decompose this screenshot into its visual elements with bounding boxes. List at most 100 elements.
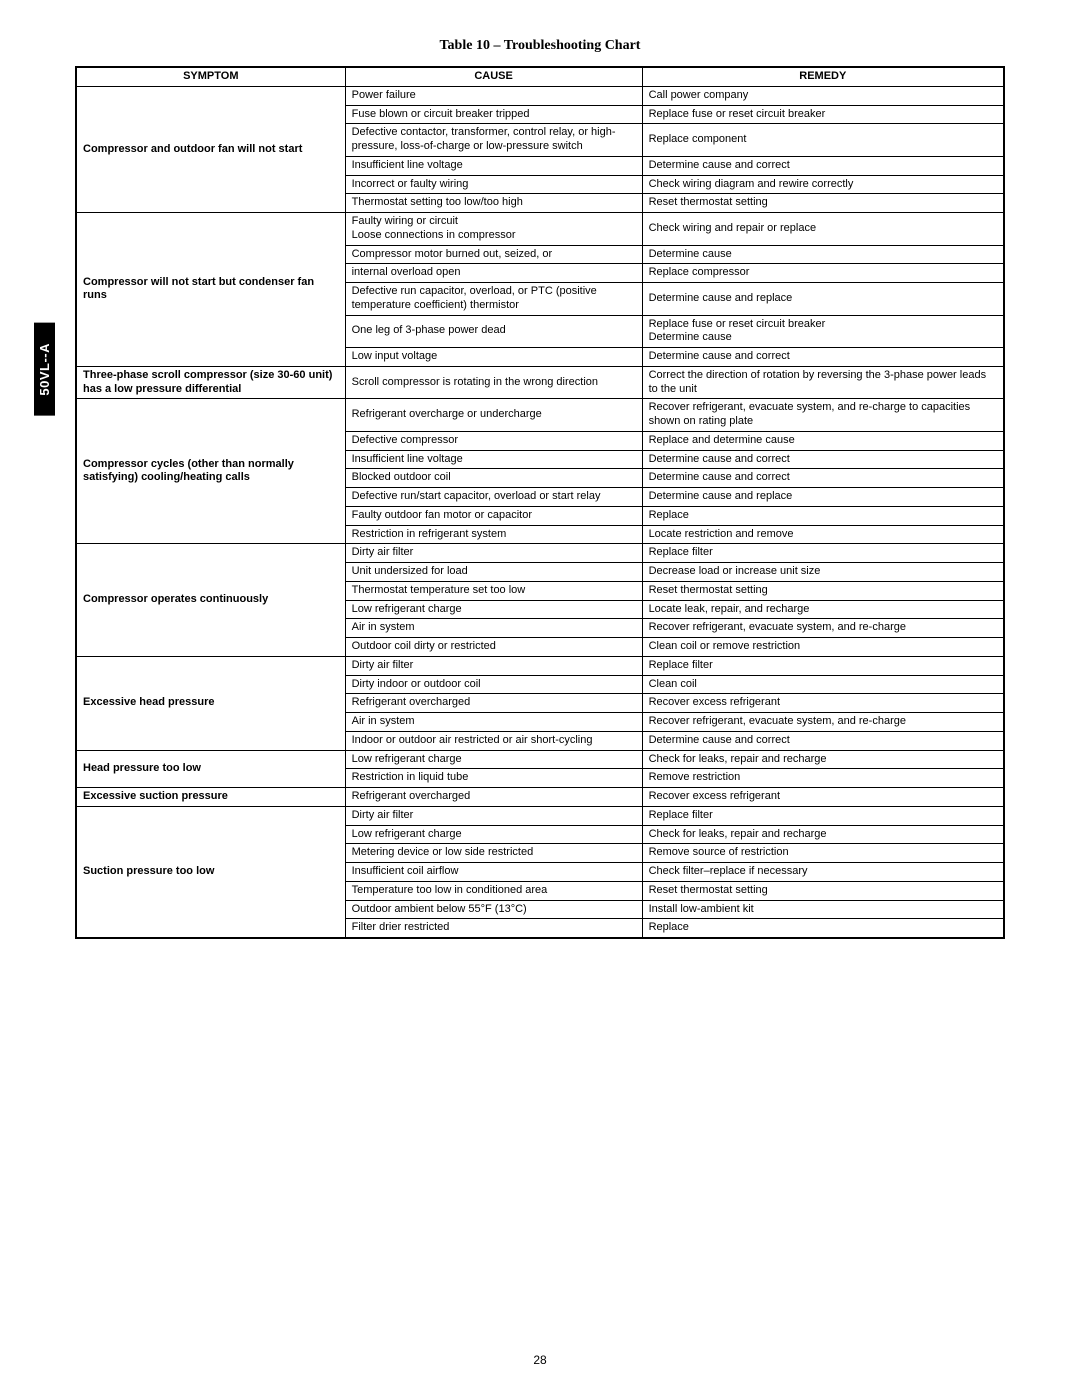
cause-cell: Low refrigerant charge [345, 750, 642, 769]
remedy-cell: Replace filter [642, 544, 1004, 563]
remedy-cell: Clean coil or remove restriction [642, 638, 1004, 657]
symptom-cell: Head pressure too low [76, 750, 345, 788]
cause-cell: Restriction in liquid tube [345, 769, 642, 788]
remedy-cell: Locate restriction and remove [642, 525, 1004, 544]
remedy-cell: Reset thermostat setting [642, 881, 1004, 900]
remedy-cell: Correct the direction of rotation by rev… [642, 366, 1004, 399]
cause-cell: Blocked outdoor coil [345, 469, 642, 488]
remedy-cell: Reset thermostat setting [642, 581, 1004, 600]
remedy-cell: Determine cause and correct [642, 348, 1004, 367]
remedy-cell: Locate leak, repair, and recharge [642, 600, 1004, 619]
remedy-cell: Determine cause [642, 245, 1004, 264]
remedy-cell: Replace component [642, 124, 1004, 157]
remedy-cell: Determine cause and replace [642, 488, 1004, 507]
remedy-cell: Clean coil [642, 675, 1004, 694]
cause-cell: Air in system [345, 713, 642, 732]
remedy-cell: Remove restriction [642, 769, 1004, 788]
table-row: Three-phase scroll compressor (size 30-6… [76, 366, 1004, 399]
cause-cell: Defective run/start capacitor, overload … [345, 488, 642, 507]
symptom-cell: Compressor cycles (other than normally s… [76, 399, 345, 544]
remedy-cell: Check wiring diagram and rewire correctl… [642, 175, 1004, 194]
remedy-cell: Replace fuse or reset circuit breaker De… [642, 315, 1004, 348]
remedy-cell: Call power company [642, 86, 1004, 105]
remedy-cell: Determine cause and correct [642, 450, 1004, 469]
remedy-cell: Recover excess refrigerant [642, 788, 1004, 807]
remedy-cell: Remove source of restriction [642, 844, 1004, 863]
cause-cell: Dirty air filter [345, 656, 642, 675]
symptom-cell: Excessive head pressure [76, 656, 345, 750]
table-body: Compressor and outdoor fan will not star… [76, 86, 1004, 938]
remedy-cell: Replace [642, 506, 1004, 525]
cause-cell: Refrigerant overcharged [345, 694, 642, 713]
cause-cell: Defective contactor, transformer, contro… [345, 124, 642, 157]
header-cause: CAUSE [345, 67, 642, 86]
cause-cell: Temperature too low in conditioned area [345, 881, 642, 900]
remedy-cell: Determine cause and correct [642, 156, 1004, 175]
cause-cell: Metering device or low side restricted [345, 844, 642, 863]
remedy-cell: Replace filter [642, 656, 1004, 675]
symptom-cell: Excessive suction pressure [76, 788, 345, 807]
table-row: Excessive suction pressureRefrigerant ov… [76, 788, 1004, 807]
cause-cell: Defective run capacitor, overload, or PT… [345, 283, 642, 316]
cause-cell: Insufficient line voltage [345, 450, 642, 469]
remedy-cell: Check wiring and repair or replace [642, 213, 1004, 246]
cause-cell: Power failure [345, 86, 642, 105]
remedy-cell: Replace fuse or reset circuit breaker [642, 105, 1004, 124]
cause-cell: Insufficient line voltage [345, 156, 642, 175]
remedy-cell: Determine cause and correct [642, 731, 1004, 750]
table-row: Compressor cycles (other than normally s… [76, 399, 1004, 432]
cause-cell: Unit undersized for load [345, 563, 642, 582]
symptom-cell: Three-phase scroll compressor (size 30-6… [76, 366, 345, 399]
remedy-cell: Replace [642, 919, 1004, 938]
troubleshooting-table: SYMPTOM CAUSE REMEDY Compressor and outd… [75, 66, 1005, 939]
table-row: Compressor operates continuouslyDirty ai… [76, 544, 1004, 563]
table-row: Compressor and outdoor fan will not star… [76, 86, 1004, 105]
cause-cell: Incorrect or faulty wiring [345, 175, 642, 194]
remedy-cell: Install low-ambient kit [642, 900, 1004, 919]
symptom-cell: Suction pressure too low [76, 806, 345, 938]
cause-cell: Compressor motor burned out, seized, or [345, 245, 642, 264]
table-row: Suction pressure too lowDirty air filter… [76, 806, 1004, 825]
remedy-cell: Recover refrigerant, evacuate system, an… [642, 399, 1004, 432]
symptom-cell: Compressor and outdoor fan will not star… [76, 86, 345, 212]
cause-cell: Refrigerant overcharged [345, 788, 642, 807]
remedy-cell: Recover excess refrigerant [642, 694, 1004, 713]
symptom-cell: Compressor will not start but condenser … [76, 213, 345, 367]
remedy-cell: Check for leaks, repair and recharge [642, 750, 1004, 769]
cause-cell: Insufficient coil airflow [345, 863, 642, 882]
remedy-cell: Check for leaks, repair and recharge [642, 825, 1004, 844]
cause-cell: Defective compressor [345, 431, 642, 450]
cause-cell: Faulty wiring or circuit Loose connectio… [345, 213, 642, 246]
side-tab-label: 50VL--A [34, 323, 55, 416]
cause-cell: Scroll compressor is rotating in the wro… [345, 366, 642, 399]
header-symptom: SYMPTOM [76, 67, 345, 86]
cause-cell: Faulty outdoor fan motor or capacitor [345, 506, 642, 525]
table-header-row: SYMPTOM CAUSE REMEDY [76, 67, 1004, 86]
cause-cell: Thermostat setting too low/too high [345, 194, 642, 213]
remedy-cell: Determine cause and replace [642, 283, 1004, 316]
remedy-cell: Reset thermostat setting [642, 194, 1004, 213]
symptom-cell: Compressor operates continuously [76, 544, 345, 657]
cause-cell: One leg of 3-phase power dead [345, 315, 642, 348]
remedy-cell: Replace and determine cause [642, 431, 1004, 450]
cause-cell: internal overload open [345, 264, 642, 283]
document-page: 50VL--A Table 10 – Troubleshooting Chart… [0, 0, 1080, 1397]
remedy-cell: Replace filter [642, 806, 1004, 825]
table-row: Compressor will not start but condenser … [76, 213, 1004, 246]
remedy-cell: Decrease load or increase unit size [642, 563, 1004, 582]
cause-cell: Dirty air filter [345, 544, 642, 563]
remedy-cell: Recover refrigerant, evacuate system, an… [642, 713, 1004, 732]
cause-cell: Fuse blown or circuit breaker tripped [345, 105, 642, 124]
cause-cell: Filter drier restricted [345, 919, 642, 938]
cause-cell: Outdoor coil dirty or restricted [345, 638, 642, 657]
table-row: Head pressure too lowLow refrigerant cha… [76, 750, 1004, 769]
remedy-cell: Replace compressor [642, 264, 1004, 283]
remedy-cell: Determine cause and correct [642, 469, 1004, 488]
cause-cell: Thermostat temperature set too low [345, 581, 642, 600]
cause-cell: Dirty indoor or outdoor coil [345, 675, 642, 694]
remedy-cell: Check filter–replace if necessary [642, 863, 1004, 882]
table-row: Excessive head pressureDirty air filterR… [76, 656, 1004, 675]
cause-cell: Low input voltage [345, 348, 642, 367]
cause-cell: Low refrigerant charge [345, 825, 642, 844]
remedy-cell: Recover refrigerant, evacuate system, an… [642, 619, 1004, 638]
